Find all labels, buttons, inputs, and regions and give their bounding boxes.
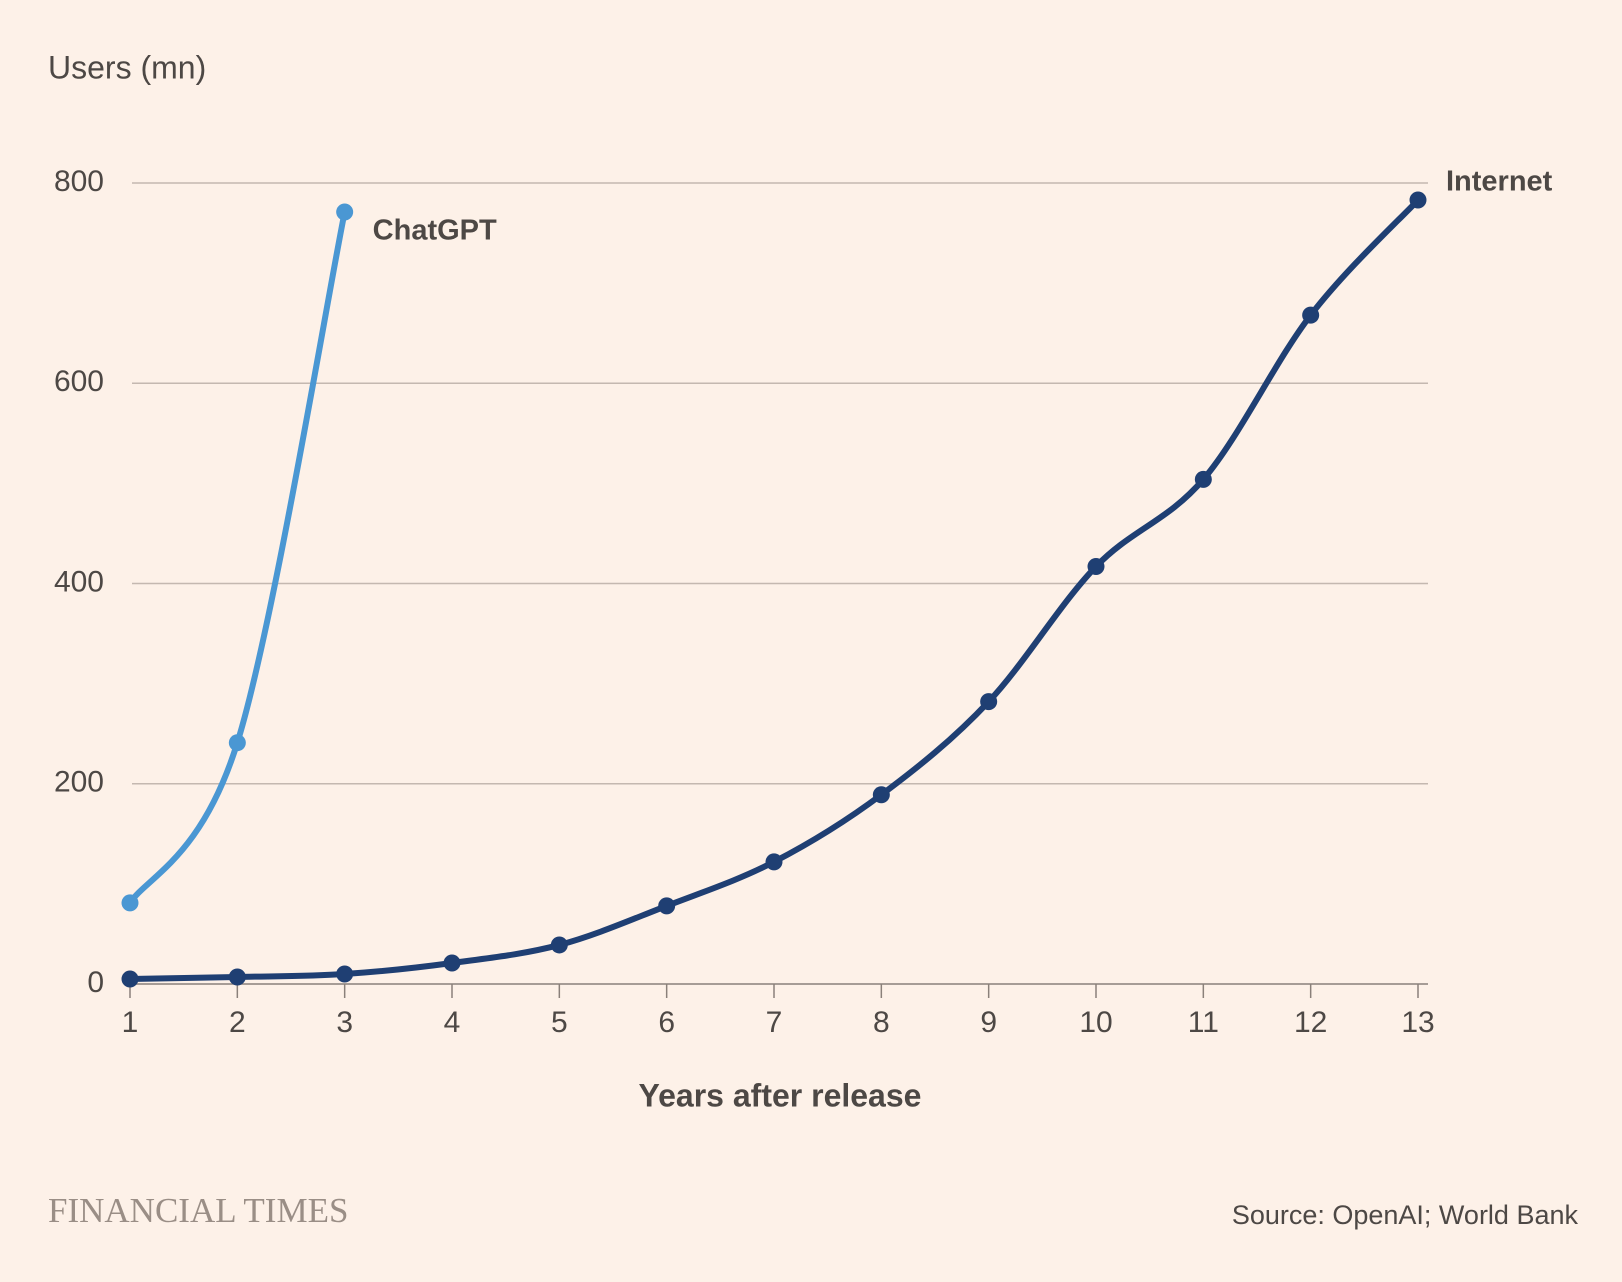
data-point — [1302, 306, 1320, 324]
x-tick-label: 12 — [1294, 1006, 1327, 1039]
x-tick-label: 13 — [1401, 1006, 1434, 1039]
x-tick-label: 8 — [873, 1006, 890, 1039]
x-tick-label: 11 — [1188, 1006, 1219, 1039]
x-tick-label: 6 — [658, 1006, 675, 1039]
data-point — [121, 894, 139, 912]
x-axis-title: Years after release — [639, 1077, 922, 1113]
x-tick-label: 7 — [766, 1006, 783, 1039]
brand: FINANCIAL TIMES — [48, 1191, 348, 1230]
data-point — [228, 734, 246, 752]
data-point — [1087, 557, 1105, 575]
data-point — [336, 965, 354, 983]
data-point — [550, 936, 568, 954]
y-tick-label: 800 — [54, 165, 104, 198]
data-point — [228, 968, 246, 986]
y-tick-label: 600 — [54, 365, 104, 398]
x-tick-label: 10 — [1079, 1006, 1112, 1039]
data-point — [658, 897, 676, 915]
y-tick-label: 200 — [54, 766, 104, 799]
series-line — [127, 197, 1421, 982]
data-point — [336, 203, 354, 221]
y-tick-label: 0 — [87, 966, 104, 999]
x-tick-label: 5 — [551, 1006, 568, 1039]
x-tick-label: 1 — [122, 1006, 139, 1039]
series-label: Internet — [1446, 166, 1553, 198]
data-point — [121, 970, 139, 988]
x-tick-label: 9 — [980, 1006, 997, 1039]
y-tick-label: 400 — [54, 565, 104, 598]
data-point — [1409, 191, 1427, 209]
y-axis-title: Users (mn) — [48, 49, 206, 85]
x-tick-label: 3 — [336, 1006, 353, 1039]
series-label: ChatGPT — [373, 215, 497, 247]
data-point — [443, 954, 461, 972]
data-point — [765, 853, 783, 871]
x-tick-label: 4 — [444, 1006, 461, 1039]
data-point — [872, 786, 890, 804]
series-line — [127, 209, 348, 906]
data-point — [980, 693, 998, 711]
x-tick-label: 2 — [229, 1006, 246, 1039]
source: Source: OpenAI; World Bank — [1232, 1200, 1579, 1230]
data-point — [1194, 470, 1212, 488]
